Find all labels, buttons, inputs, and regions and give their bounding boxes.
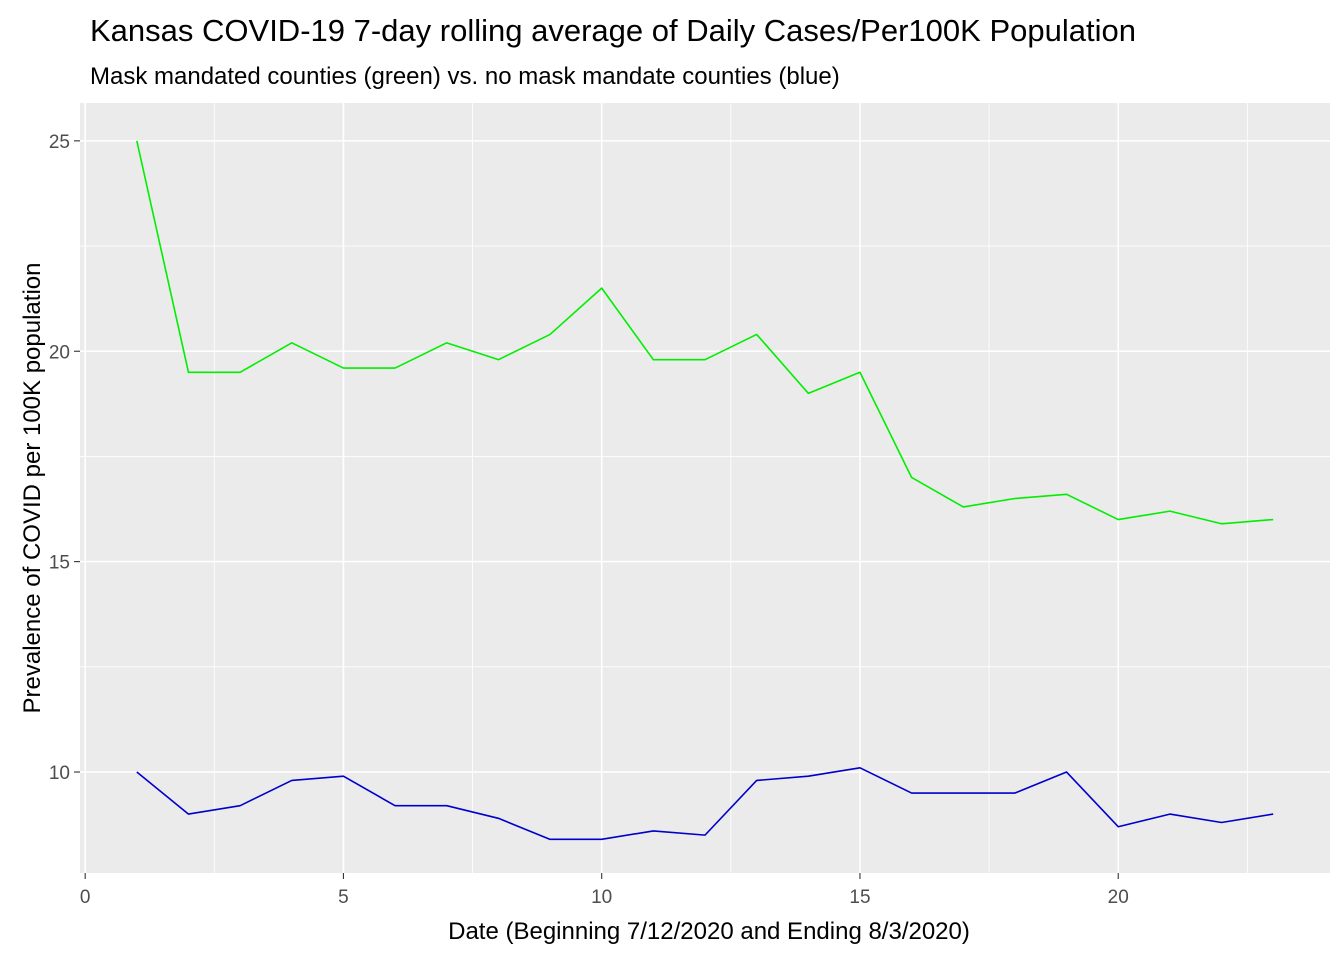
y-tick-label: 10 xyxy=(49,763,70,784)
grid-layer xyxy=(80,103,1330,873)
y-axis-title: Prevalence of COVID per 100K population xyxy=(19,263,46,714)
series-layer xyxy=(136,140,1274,841)
chart-title: Kansas COVID-19 7-day rolling average of… xyxy=(90,13,1136,48)
x-tick-label: 5 xyxy=(338,887,349,908)
x-axis-title: Date (Beginning 7/12/2020 and Ending 8/3… xyxy=(448,918,970,945)
series-line-2 xyxy=(136,767,1274,841)
y-tick-label: 15 xyxy=(49,553,70,574)
x-tick-label: 10 xyxy=(591,887,612,908)
chart-subtitle: Mask mandated counties (green) vs. no ma… xyxy=(90,63,840,90)
plot-panel xyxy=(80,103,1330,873)
x-tick-label: 15 xyxy=(849,887,870,908)
x-tick-label: 0 xyxy=(80,887,91,908)
x-tick-label: 20 xyxy=(1108,887,1129,908)
series-line-1 xyxy=(136,140,1274,525)
y-tick-label: 25 xyxy=(49,132,70,153)
y-tick-label: 20 xyxy=(49,342,70,363)
axis-layer: 0 5 10 15 20 10 15 20 25 xyxy=(49,132,1129,908)
